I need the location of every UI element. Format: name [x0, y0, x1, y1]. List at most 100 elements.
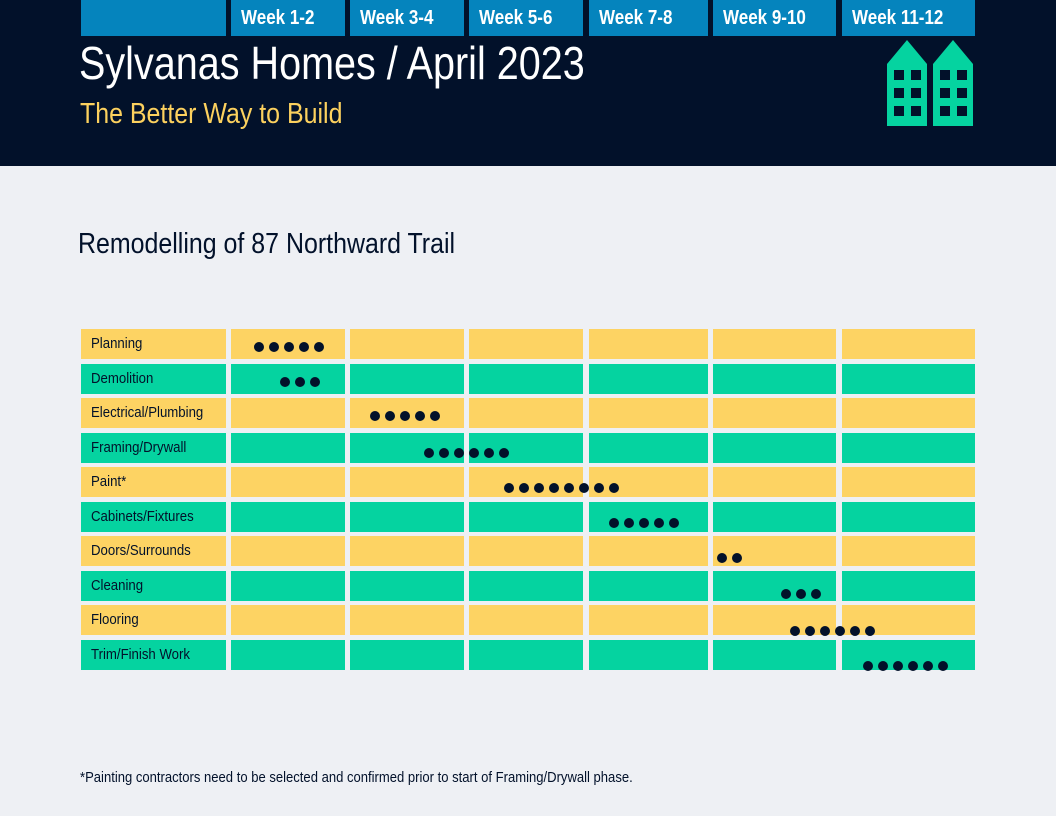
- schedule-cell: [589, 571, 708, 601]
- schedule-dot: [938, 661, 948, 671]
- schedule-cell: [231, 467, 345, 497]
- task-label-cell: Cabinets/Fixtures: [81, 502, 226, 532]
- schedule-cell: [842, 364, 975, 394]
- schedule-cell: [350, 329, 464, 359]
- schedule-dot: [820, 626, 830, 636]
- week-label: Week 11-12: [852, 7, 944, 29]
- task-label-cell: Framing/Drywall: [81, 433, 226, 463]
- schedule-cell: [842, 571, 975, 601]
- schedule-cell: [589, 398, 708, 428]
- schedule-cell: [713, 502, 836, 532]
- schedule-dot: [484, 448, 494, 458]
- schedule-dot: [865, 626, 875, 636]
- schedule-cell: [713, 536, 836, 566]
- schedule-cell: [469, 502, 583, 532]
- task-name: Cleaning: [91, 577, 144, 594]
- task-name: Framing/Drywall: [91, 439, 187, 456]
- schedule-dot: [923, 661, 933, 671]
- schedule-cell: [469, 364, 583, 394]
- schedule-dot: [424, 448, 434, 458]
- task-name: Doors/Surrounds: [91, 542, 191, 559]
- schedule-dot: [299, 342, 309, 352]
- schedule-dot: [594, 483, 604, 493]
- schedule-cell: [350, 605, 464, 635]
- task-name: Planning: [91, 335, 143, 352]
- schedule-cell: [589, 467, 708, 497]
- schedule-cell: [350, 536, 464, 566]
- schedule-cell: [231, 571, 345, 601]
- schedule-dot: [310, 377, 320, 387]
- schedule-dot: [908, 661, 918, 671]
- schedule-dot: [370, 411, 380, 421]
- page-title: Sylvanas Homes / April 2023: [79, 37, 585, 89]
- project-title: Remodelling of 87 Northward Trail: [78, 228, 456, 260]
- schedule-dot: [893, 661, 903, 671]
- schedule-cell: [350, 502, 464, 532]
- schedule-cell: [713, 364, 836, 394]
- task-label-cell: Electrical/Plumbing: [81, 398, 226, 428]
- week-label: Week 5-6: [479, 7, 553, 29]
- task-label-cell: Trim/Finish Work: [81, 640, 226, 670]
- schedule-cell: [469, 640, 583, 670]
- schedule-dot: [669, 518, 679, 528]
- task-label-cell: Cleaning: [81, 571, 226, 601]
- schedule-cell: [713, 467, 836, 497]
- schedule-dot: [499, 448, 509, 458]
- week-header: Week 5-6: [469, 0, 583, 36]
- schedule-cell: [350, 364, 464, 394]
- schedule-cell: [842, 502, 975, 532]
- schedule-cell: [589, 640, 708, 670]
- schedule-dot: [624, 518, 634, 528]
- schedule-cell: [350, 640, 464, 670]
- schedule-cell: [231, 398, 345, 428]
- schedule-dot: [639, 518, 649, 528]
- schedule-dot: [863, 661, 873, 671]
- schedule-cell: [842, 433, 975, 463]
- schedule-dot: [790, 626, 800, 636]
- schedule-dot: [609, 483, 619, 493]
- schedule-cell: [231, 640, 345, 670]
- task-name: Paint*: [91, 473, 127, 490]
- week-header: Week 1-2: [231, 0, 345, 36]
- task-name: Demolition: [91, 370, 154, 387]
- week-header: Week 7-8: [589, 0, 708, 36]
- schedule-cell: [231, 502, 345, 532]
- schedule-dot: [415, 411, 425, 421]
- week-header: Week 11-12: [842, 0, 975, 36]
- schedule-dot: [609, 518, 619, 528]
- schedule-dot: [534, 483, 544, 493]
- task-label-cell: Demolition: [81, 364, 226, 394]
- schedule-dot: [549, 483, 559, 493]
- schedule-cell: [469, 536, 583, 566]
- schedule-dot: [805, 626, 815, 636]
- schedule-dot: [717, 553, 727, 563]
- schedule-cell: [842, 329, 975, 359]
- schedule-dot: [564, 483, 574, 493]
- schedule-dot: [400, 411, 410, 421]
- schedule-cell: [469, 329, 583, 359]
- footnote: *Painting contractors need to be selecte…: [80, 769, 633, 786]
- schedule-cell: [713, 433, 836, 463]
- schedule-cell: [713, 640, 836, 670]
- task-label-cell: Paint*: [81, 467, 226, 497]
- schedule-dot: [796, 589, 806, 599]
- schedule-cell: [842, 605, 975, 635]
- buildings-icon: [887, 40, 973, 126]
- schedule-dot: [835, 626, 845, 636]
- schedule-dot: [254, 342, 264, 352]
- task-label-cell: Doors/Surrounds: [81, 536, 226, 566]
- schedule-cell: [842, 398, 975, 428]
- schedule-cell: [713, 329, 836, 359]
- week-label: Week 7-8: [599, 7, 673, 29]
- schedule-cell: [231, 605, 345, 635]
- schedule-dot: [385, 411, 395, 421]
- schedule-dot: [850, 626, 860, 636]
- schedule-dot: [269, 342, 279, 352]
- week-header: Week 3-4: [350, 0, 464, 36]
- task-name: Cabinets/Fixtures: [91, 508, 194, 525]
- schedule-cell: [350, 571, 464, 601]
- schedule-dot: [430, 411, 440, 421]
- schedule-cell: [842, 536, 975, 566]
- header-corner-cell: [81, 0, 226, 36]
- week-header: Week 9-10: [713, 0, 836, 36]
